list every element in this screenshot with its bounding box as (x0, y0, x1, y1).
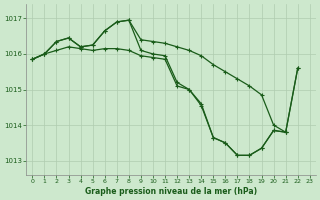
X-axis label: Graphe pression niveau de la mer (hPa): Graphe pression niveau de la mer (hPa) (85, 187, 257, 196)
